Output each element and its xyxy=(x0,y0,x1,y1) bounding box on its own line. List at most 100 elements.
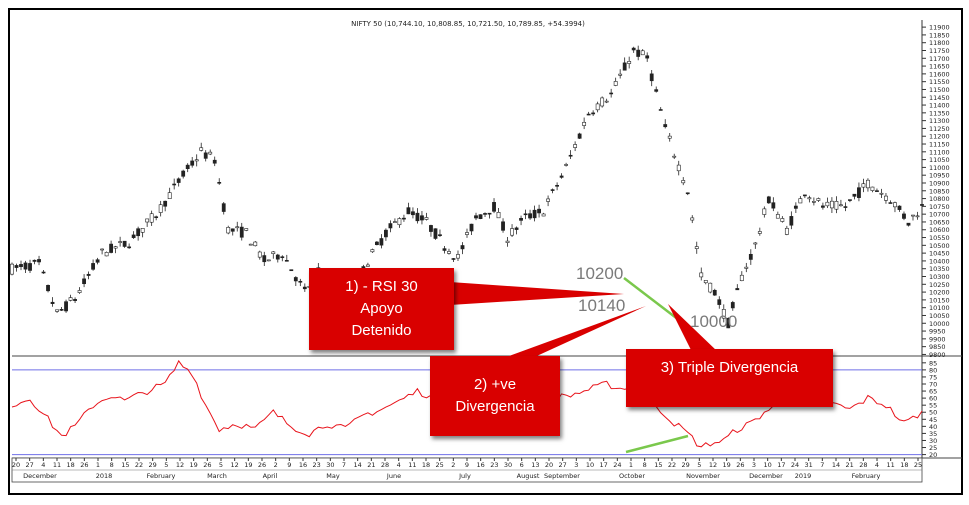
candle-body xyxy=(100,248,104,251)
rsi-tick-label: 80 xyxy=(929,366,937,374)
x-month-label: September xyxy=(544,472,580,480)
candle-body xyxy=(658,109,663,111)
candle-body xyxy=(893,202,897,208)
price-tick-label: 11200 xyxy=(929,133,950,141)
chart-title: NIFTY 50 (10,744.10, 10,808.85, 10,721.5… xyxy=(351,20,585,28)
x-tick-label: 29 xyxy=(149,461,157,469)
x-tick-label: 12 xyxy=(709,461,717,469)
x-tick-label: 12 xyxy=(176,461,184,469)
candle-body xyxy=(474,215,478,219)
level-10200: 10200 xyxy=(576,264,624,283)
candle-body xyxy=(708,282,713,293)
x-tick-label: 4 xyxy=(875,461,879,469)
candle-body xyxy=(911,214,915,217)
candle-body xyxy=(59,309,64,311)
candle-body xyxy=(73,299,77,301)
candle-body xyxy=(811,201,816,203)
price-tick-label: 9800 xyxy=(929,351,946,359)
candle-body xyxy=(14,265,19,268)
x-month-label: February xyxy=(852,472,881,480)
level-10140: 10140 xyxy=(578,296,626,315)
x-tick-label: 28 xyxy=(859,461,867,469)
callout-rsi-pointer xyxy=(450,282,624,305)
x-tick-label: 16 xyxy=(477,461,485,469)
x-month-label: December xyxy=(23,472,57,480)
candle-body xyxy=(158,204,163,213)
x-tick-label: 28 xyxy=(381,461,389,469)
x-month-label: December xyxy=(749,472,783,480)
annotation-overlays xyxy=(450,277,718,454)
price-tick-label: 11550 xyxy=(929,78,950,86)
candle-body xyxy=(41,271,46,274)
candle-body xyxy=(384,229,388,238)
candle-body xyxy=(636,49,641,57)
rsi-tick-label: 55 xyxy=(929,402,937,410)
callout-positive-divergence: 2) +ve Divergencia xyxy=(430,356,560,436)
rsi-tick-label: 40 xyxy=(929,423,937,431)
candle-body xyxy=(442,248,447,251)
candle-body xyxy=(820,205,825,208)
candle-body xyxy=(10,263,14,275)
candle-body xyxy=(208,151,213,155)
candle-body xyxy=(46,284,50,292)
candle-body xyxy=(613,81,618,86)
candle-body xyxy=(262,255,267,263)
candle-body xyxy=(266,259,271,262)
price-tick-label: 10300 xyxy=(929,273,950,281)
price-tick-label: 10100 xyxy=(929,304,950,312)
x-tick-label: 26 xyxy=(258,461,266,469)
x-tick-label: 2 xyxy=(274,461,278,469)
x-tick-label: 4 xyxy=(397,461,401,469)
rsi-tick-label: 50 xyxy=(929,409,937,417)
candle-body xyxy=(460,245,465,250)
price-tick-label: 11250 xyxy=(929,125,950,133)
candle-body xyxy=(555,184,559,187)
candle-body xyxy=(289,269,294,272)
candle-body xyxy=(55,309,59,312)
x-tick-label: 19 xyxy=(244,461,252,469)
candle-body xyxy=(420,215,424,221)
candle-body xyxy=(82,278,86,285)
candle-body xyxy=(762,208,767,215)
candle-body xyxy=(879,192,884,195)
x-month-label: November xyxy=(686,472,720,480)
candle-body xyxy=(622,62,627,71)
candle-body xyxy=(861,183,866,188)
callout-triple-line1: 3) Triple Divergencia xyxy=(660,359,799,376)
candle-body xyxy=(834,201,839,210)
candle-body xyxy=(852,193,857,197)
candle-body xyxy=(519,218,523,221)
candle-body xyxy=(798,198,803,204)
price-tick-label: 10150 xyxy=(929,296,950,304)
candle-body xyxy=(104,252,109,257)
x-axis: 20 27 4 11 18 26 1 8 15 22 29 5 12 19 26 5 12 19 26 2 9 16 23 3… xyxy=(11,457,923,483)
price-tick-label: 10550 xyxy=(929,234,950,242)
price-tick-label: 10250 xyxy=(929,281,950,289)
candle-body xyxy=(483,213,487,215)
candle-body xyxy=(690,217,695,221)
candle-body xyxy=(415,212,420,222)
x-month-label: 2018 xyxy=(96,472,113,480)
callout-ve-line2: Divergencia xyxy=(455,398,535,415)
price-tick-label: 9950 xyxy=(929,328,946,336)
candle-body xyxy=(23,262,28,270)
candle-body xyxy=(64,301,68,312)
x-tick-label: 8 xyxy=(643,461,647,469)
rsi-tick-label: 20 xyxy=(929,451,937,459)
candle-body xyxy=(465,232,469,235)
x-tick-label: 10 xyxy=(586,461,594,469)
candle-body xyxy=(176,178,181,183)
x-tick-label: 14 xyxy=(832,461,840,469)
candle-body xyxy=(140,228,145,233)
candle-body xyxy=(681,180,686,184)
x-tick-label: 22 xyxy=(135,461,143,469)
candle-body xyxy=(86,273,91,276)
price-tick-label: 9900 xyxy=(929,335,946,343)
candle-body xyxy=(735,288,740,291)
price-axis: 9800985099009950100001005010100101501020… xyxy=(12,20,962,459)
candle-body xyxy=(492,202,496,212)
candle-body xyxy=(694,246,699,249)
candle-body xyxy=(780,218,785,222)
candle-body xyxy=(32,259,37,262)
candle-body xyxy=(712,289,717,296)
